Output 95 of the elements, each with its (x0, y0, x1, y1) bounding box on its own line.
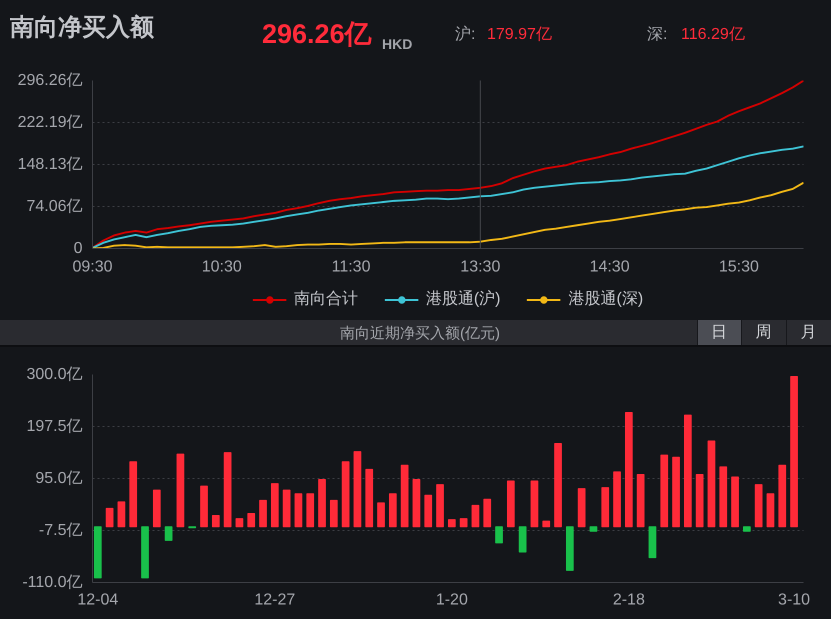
bar (483, 498, 492, 528)
x-tick-label: 12-27 (254, 592, 296, 608)
x-tick-label: 12-04 (77, 592, 118, 608)
bar (259, 500, 267, 528)
bar (118, 501, 126, 528)
x-tick-label: 10:30 (202, 258, 242, 276)
legend-label: 港股通(沪) (426, 289, 500, 310)
bar (754, 484, 763, 528)
bar (282, 490, 290, 528)
x-tick-label: 1-20 (436, 592, 468, 608)
x-tick-label: 14:30 (590, 258, 630, 276)
x-tick-label: 15:30 (718, 258, 759, 276)
bar (566, 526, 574, 571)
bar (400, 464, 408, 528)
bar (684, 414, 692, 528)
x-tick-label: 11:30 (332, 258, 371, 276)
bar (672, 456, 680, 528)
x-tick-label: 3-10 (778, 592, 810, 608)
bar (719, 466, 728, 528)
bar (731, 476, 739, 528)
bar (636, 474, 645, 528)
text: 月 (800, 324, 818, 341)
bar (354, 451, 362, 528)
bar (436, 484, 444, 528)
text: 116.29亿 (681, 26, 745, 43)
bar (424, 494, 432, 528)
bar (164, 526, 172, 541)
bar (318, 479, 326, 528)
bar (365, 468, 374, 528)
y-tick-label: 222.19亿 (18, 114, 82, 132)
text: 深: (647, 26, 668, 43)
bar (554, 442, 562, 528)
y-tick-label: 148.13亿 (18, 156, 82, 173)
x-tick-label: 2-18 (612, 592, 645, 608)
chart-title: 南向近期净买入额(亿元) (340, 325, 500, 342)
y-tick-label: 296.26亿 (18, 72, 82, 89)
bar (152, 490, 161, 528)
bar (141, 526, 149, 578)
y-tick-label: -7.5亿 (38, 522, 83, 539)
bar (270, 483, 279, 528)
bar (708, 440, 716, 528)
bar (342, 461, 350, 528)
text: 296.26亿 (262, 19, 372, 49)
bar (377, 502, 385, 528)
legend-label: 南向合计 (294, 289, 358, 310)
text: 沪: (455, 26, 476, 43)
bar (530, 480, 538, 528)
bar (495, 526, 503, 544)
bar (106, 508, 114, 528)
chart-title: 南向净买入额 (10, 14, 154, 41)
bar (790, 376, 798, 528)
bar (129, 461, 138, 528)
bar (224, 452, 232, 528)
bar (601, 487, 610, 528)
x-tick-label: 09:30 (72, 258, 113, 276)
bar (94, 526, 102, 578)
bar (648, 526, 656, 558)
bar (388, 493, 397, 528)
bar (660, 454, 668, 528)
y-tick-label: 74.06亿 (26, 198, 83, 216)
bar (696, 474, 704, 528)
y-tick-label: 197.5亿 (26, 418, 83, 435)
y-tick-label: 95.0亿 (35, 470, 82, 487)
bar (247, 513, 256, 528)
bar (472, 504, 480, 528)
bar (766, 493, 774, 528)
bar (176, 454, 184, 528)
y-tick-label: 0 (74, 240, 83, 257)
bar (578, 488, 586, 528)
y-tick-label: 300.0亿 (26, 366, 83, 383)
bar (590, 526, 598, 532)
bar (294, 493, 302, 528)
bar (460, 518, 468, 528)
bar (518, 526, 527, 553)
bar (200, 486, 208, 528)
text: HKD (382, 36, 412, 52)
bar (236, 518, 244, 528)
text: 日 (710, 324, 728, 341)
bar (613, 471, 621, 528)
bar (212, 515, 220, 528)
text: 周 (754, 324, 772, 341)
legend-label: 港股通(深) (568, 289, 644, 310)
x-tick-label: 13:30 (460, 258, 500, 276)
y-tick-label: -110.0亿 (22, 574, 83, 591)
bar (448, 519, 456, 528)
line-series (92, 80, 804, 248)
bar (778, 464, 786, 528)
bar (742, 526, 751, 532)
bar (624, 412, 633, 528)
text: 179.97亿 (487, 26, 552, 43)
bar (306, 493, 314, 528)
bar (330, 500, 338, 528)
bar (412, 479, 420, 528)
bar (542, 520, 550, 528)
bar (506, 480, 515, 528)
